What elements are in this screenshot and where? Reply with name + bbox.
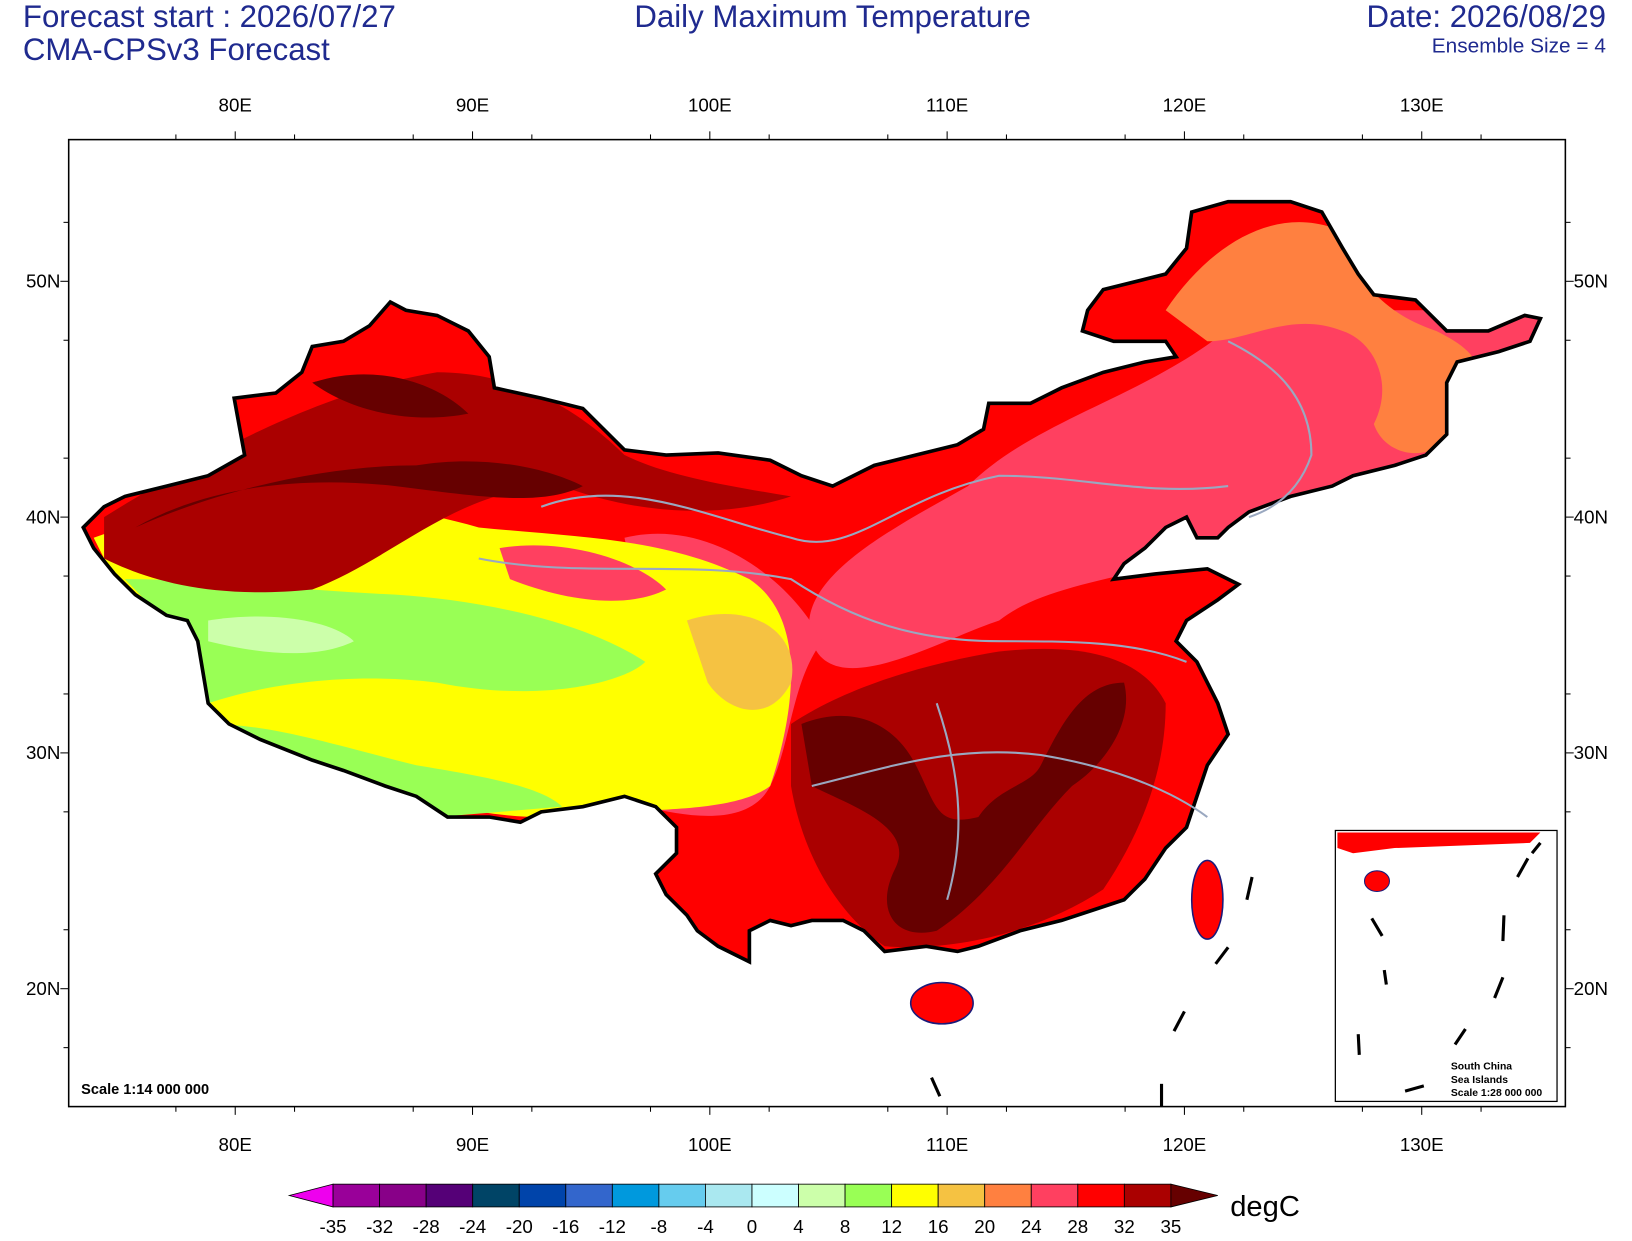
colorbar-label: -35 xyxy=(320,1216,347,1237)
y-tick-label: 40N xyxy=(26,506,60,527)
colorbar-label: -8 xyxy=(651,1216,668,1237)
province-line xyxy=(811,751,1208,818)
colorbar-label: -24 xyxy=(459,1216,486,1237)
field-darkred-xinjiang xyxy=(135,374,583,528)
inset-label: South China xyxy=(1451,1061,1512,1072)
x-tick-label: 100E xyxy=(688,1134,732,1155)
x-tick-label: 80E xyxy=(219,95,252,116)
colorbar-box xyxy=(1030,1183,1079,1208)
x-tick-label: 130E xyxy=(1400,1134,1444,1155)
y-tick-label: 20N xyxy=(1574,978,1608,999)
inset-frame xyxy=(1334,829,1558,1103)
colorbar-box xyxy=(518,1183,567,1208)
colorbar-label: 35 xyxy=(1160,1216,1181,1237)
colorbar-box xyxy=(472,1183,520,1208)
x-tick-label: 90E xyxy=(456,95,489,116)
colorbar-box xyxy=(425,1183,474,1208)
colorbar-box xyxy=(658,1183,706,1208)
x-tick-label: 110E xyxy=(926,1134,968,1155)
field-lightgreen xyxy=(208,616,354,654)
inset-hainan xyxy=(1363,870,1390,892)
colorbar-label: -4 xyxy=(697,1216,714,1237)
colorbar-label: 24 xyxy=(1021,1216,1042,1237)
colorbar-box xyxy=(332,1183,381,1208)
colorbar-box xyxy=(844,1183,893,1208)
province-line xyxy=(540,474,1229,543)
colorbar-box xyxy=(1077,1183,1125,1208)
x-tick-label: 120E xyxy=(1163,1134,1207,1155)
valid-date: Date: 2026/08/29 xyxy=(1366,0,1605,34)
colorbar-unit: degC xyxy=(1230,1191,1300,1223)
x-tick-label: 100E xyxy=(688,95,732,116)
colorbar-label: 28 xyxy=(1067,1216,1088,1237)
colorbar-label: 8 xyxy=(840,1216,850,1237)
colorbar-box xyxy=(1123,1183,1172,1208)
colorbar-label: 4 xyxy=(793,1216,803,1237)
x-tick-label: 130E xyxy=(1400,95,1444,116)
nine-dash-line xyxy=(930,876,1254,1107)
y-tick-label: 50N xyxy=(26,271,60,292)
province-line xyxy=(1227,340,1313,519)
y-tick-label: 30N xyxy=(1574,742,1608,763)
colorbar-label: 16 xyxy=(928,1216,949,1237)
dash xyxy=(1245,876,1254,901)
model-name: CMA-CPSv3 Forecast xyxy=(23,32,330,67)
dash xyxy=(1172,1010,1186,1032)
colorbar-box xyxy=(705,1183,753,1208)
hainan xyxy=(909,981,974,1025)
colorbar-box xyxy=(751,1183,799,1208)
colorbar-label: -16 xyxy=(552,1216,579,1237)
x-tick-label: 110E xyxy=(926,95,968,116)
inset-coast xyxy=(1337,832,1541,854)
colorbar-box xyxy=(798,1183,846,1208)
y-tick-label: 20N xyxy=(26,978,60,999)
inset-dashes xyxy=(1356,841,1542,1093)
colorbar-label: 0 xyxy=(747,1216,757,1237)
forecast-start: Forecast start : 2026/07/27 xyxy=(23,0,396,34)
colorbar-box xyxy=(379,1183,427,1208)
inset-label: Sea Islands xyxy=(1451,1075,1508,1086)
colorbar-label: -20 xyxy=(506,1216,533,1237)
province-borders xyxy=(478,340,1313,901)
y-tick-label: 30N xyxy=(26,742,60,763)
colorbar-label: -12 xyxy=(599,1216,626,1237)
map-scale: Scale 1:14 000 000 xyxy=(81,1082,209,1098)
province-line xyxy=(478,557,1187,663)
colorbar-label: 32 xyxy=(1114,1216,1135,1237)
canvas: Forecast start : 2026/07/27 CMA-CPSv3 Fo… xyxy=(23,0,1608,1237)
colorbar-box xyxy=(937,1183,986,1208)
colorbar-box xyxy=(891,1183,939,1208)
x-tick-label: 120E xyxy=(1163,95,1207,116)
field-gold xyxy=(686,614,793,710)
colorbar-box xyxy=(565,1183,613,1208)
y-tick-label: 40N xyxy=(1574,506,1608,527)
colorbar-triangle xyxy=(1170,1183,1218,1208)
dash xyxy=(930,1077,942,1097)
field-pink-qaidam xyxy=(499,545,667,601)
colorbar-label: -28 xyxy=(413,1216,440,1237)
colorbar-box xyxy=(611,1183,660,1208)
colorbar-label: 20 xyxy=(974,1216,995,1237)
y-tick-label: 50N xyxy=(1574,271,1608,292)
province-line xyxy=(935,702,960,901)
taiwan xyxy=(1190,859,1224,940)
field-orange-ne xyxy=(1165,222,1480,454)
title: Daily Maximum Temperature xyxy=(634,0,1031,34)
colorbar-triangle xyxy=(287,1183,334,1208)
ensemble-size: Ensemble Size = 4 xyxy=(1432,35,1606,58)
colorbar-label: -32 xyxy=(366,1216,393,1237)
dash xyxy=(1356,841,1542,1093)
inset-scale: Scale 1:28 000 000 xyxy=(1451,1088,1543,1099)
field-green-south xyxy=(208,723,563,818)
x-tick-label: 90E xyxy=(456,1134,489,1155)
field-darkred-south xyxy=(801,682,1127,933)
x-tick-label: 80E xyxy=(219,1134,252,1155)
dash xyxy=(1214,946,1230,965)
field-green-tibet xyxy=(124,579,646,704)
colorbar-box xyxy=(984,1183,1032,1208)
colorbar-label: 12 xyxy=(881,1216,902,1237)
